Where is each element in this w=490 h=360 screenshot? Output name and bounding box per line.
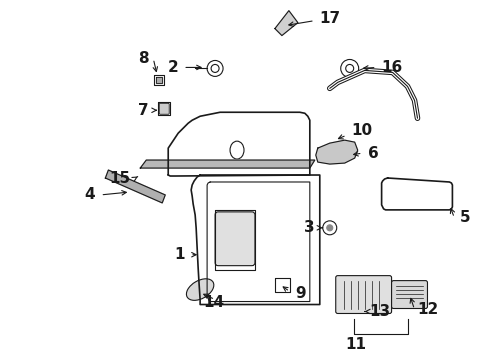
Text: 10: 10 [352, 123, 373, 138]
FancyBboxPatch shape [392, 280, 427, 309]
Text: 9: 9 [295, 286, 305, 301]
Ellipse shape [230, 141, 244, 159]
FancyBboxPatch shape [336, 276, 392, 314]
Polygon shape [316, 140, 358, 164]
Text: 8: 8 [138, 51, 148, 66]
Polygon shape [140, 160, 315, 168]
Text: 12: 12 [417, 302, 439, 317]
Polygon shape [275, 278, 290, 292]
Text: 11: 11 [345, 337, 366, 352]
Polygon shape [275, 11, 298, 36]
Text: 5: 5 [460, 210, 470, 225]
Text: 13: 13 [369, 304, 391, 319]
Polygon shape [156, 77, 162, 84]
FancyBboxPatch shape [159, 103, 169, 114]
Ellipse shape [186, 279, 214, 300]
Polygon shape [105, 170, 165, 203]
FancyBboxPatch shape [215, 212, 255, 266]
Text: 6: 6 [368, 145, 378, 161]
Text: 2: 2 [168, 60, 178, 75]
Text: 16: 16 [382, 60, 403, 75]
Text: 15: 15 [109, 171, 130, 185]
Text: 1: 1 [174, 247, 185, 262]
Text: 7: 7 [138, 103, 148, 118]
Polygon shape [154, 75, 164, 85]
Text: 17: 17 [320, 11, 341, 26]
Circle shape [327, 225, 333, 231]
Polygon shape [158, 102, 170, 115]
Text: 14: 14 [203, 295, 224, 310]
Text: 3: 3 [304, 220, 315, 235]
Text: 4: 4 [85, 188, 96, 202]
